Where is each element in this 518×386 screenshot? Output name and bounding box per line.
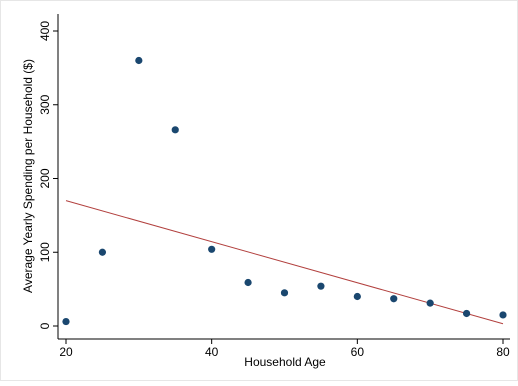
data-point: [98, 248, 107, 256]
x-tick-label: 60: [351, 345, 365, 359]
x-tick-label: 20: [59, 345, 73, 359]
data-point: [135, 56, 143, 65]
y-tick-label: 0: [38, 322, 52, 329]
y-tick-label: 400: [38, 21, 52, 41]
data-point: [280, 289, 289, 297]
y-tick-label: 100: [38, 242, 52, 262]
data-points-layer: [62, 56, 507, 326]
x-tick-label: 80: [496, 345, 510, 359]
data-point: [462, 309, 471, 318]
x-axis-title: Household Age: [244, 355, 326, 369]
data-point: [317, 282, 325, 290]
data-point: [353, 292, 361, 301]
data-point: [426, 299, 434, 307]
data-point: [244, 278, 252, 287]
data-point: [208, 245, 216, 253]
plot-region: [58, 14, 510, 339]
data-point: [171, 126, 179, 134]
y-axis-title: Average Yearly Spending per Household ($…: [21, 59, 35, 293]
x-tick-label: 40: [205, 345, 219, 359]
y-axis: 0 100 200 300 400: [38, 14, 59, 339]
x-axis: 20 40 60 80: [58, 338, 510, 359]
y-tick-label: 300: [38, 94, 52, 114]
data-point: [62, 317, 70, 326]
y-tick-label: 200: [38, 168, 52, 188]
data-point: [390, 295, 398, 303]
data-point: [499, 311, 507, 319]
